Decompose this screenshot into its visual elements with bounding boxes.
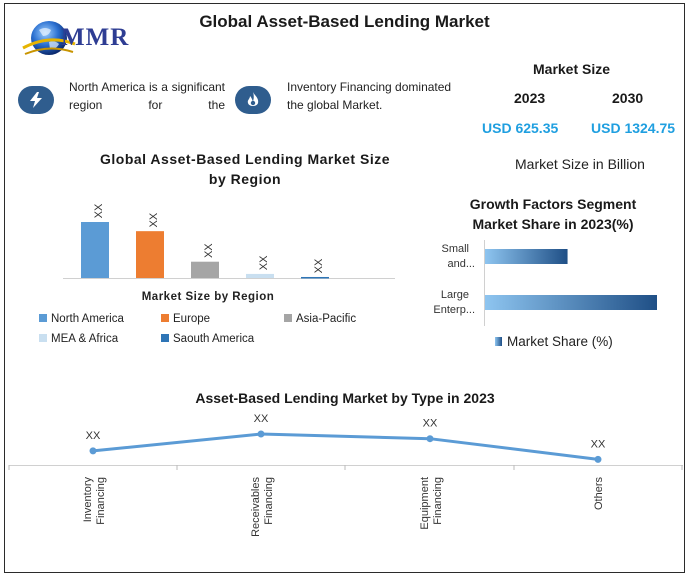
market-size-value-end: USD 1324.75 <box>591 120 676 136</box>
bar <box>485 295 657 310</box>
flame-icon <box>235 86 271 114</box>
type-chart-title: Asset-Based Lending Market by Type in 20… <box>195 390 495 406</box>
bar <box>191 261 219 278</box>
data-label: XX <box>423 418 438 430</box>
x-tick-label: Others <box>593 477 605 511</box>
data-label: XX <box>591 438 606 450</box>
logo-text: MMR <box>61 24 130 51</box>
bar <box>485 249 568 264</box>
market-size-unit: Market Size in Billion <box>515 156 645 172</box>
bar <box>246 273 274 278</box>
x-tick-label: Receivables Financing <box>250 477 275 537</box>
data-label: XX <box>313 258 325 273</box>
data-label: XX <box>93 203 105 218</box>
x-tick-label: Inventory Financing <box>82 477 107 525</box>
svg-text:Financing: Financing <box>263 477 275 525</box>
data-point <box>257 430 265 438</box>
legend-label: Asia-Pacific <box>296 313 356 325</box>
market-size-value-start: USD 625.35 <box>482 120 559 136</box>
category-label: Enterp... <box>433 304 475 316</box>
bar <box>81 222 109 278</box>
segment-chart-title: Growth Factors Segment Market Share in 2… <box>469 196 637 232</box>
legend-label: MEA & Africa <box>51 333 119 345</box>
svg-text:Inventory: Inventory <box>82 477 94 523</box>
data-point <box>426 435 434 443</box>
lightning-icon <box>18 86 54 114</box>
svg-text:Financing: Financing <box>432 477 444 525</box>
bar <box>136 231 164 278</box>
data-label: XX <box>203 243 215 258</box>
legend-swatch <box>161 334 169 342</box>
category-label: Small <box>441 243 469 255</box>
data-label: XX <box>258 255 270 270</box>
globe-icon <box>22 21 76 55</box>
data-label: XX <box>148 212 160 227</box>
data-point <box>594 455 602 463</box>
legend-label: Saouth America <box>173 333 255 345</box>
svg-text:Financing: Financing <box>95 477 107 525</box>
svg-text:Equipment: Equipment <box>419 477 431 530</box>
category-label: and... <box>447 258 475 270</box>
data-label: XX <box>86 430 101 442</box>
x-axis-label: Market Size by Region <box>142 291 275 303</box>
region-chart-title: Global Asset-Based Lending Market Size b… <box>100 151 390 187</box>
page-title: Global Asset-Based Lending Market <box>199 12 490 31</box>
svg-text:Others: Others <box>593 477 605 511</box>
segment-bar-chart: Small and... Large Enterp... Market Share (%… <box>433 240 657 349</box>
data-point <box>89 447 97 455</box>
market-size-title: Market Size <box>533 61 611 77</box>
legend-label: Market Share (%) <box>507 334 613 349</box>
note-region: North America is a significant region fo… <box>69 80 225 112</box>
region-bar-chart: XX XX XX XX XX Market Size by Region North Ame… <box>39 203 395 345</box>
category-label: Large <box>441 289 469 301</box>
legend-label: Europe <box>173 313 210 325</box>
series-line <box>92 432 599 461</box>
note-segment: Inventory Financing dominated the global… <box>287 80 452 112</box>
x-tick-label: Equipment Financing <box>419 477 444 530</box>
legend-swatch <box>39 314 47 322</box>
logo <box>19 14 149 66</box>
legend-swatch <box>39 334 47 342</box>
data-label: XX <box>254 414 269 425</box>
market-size-year-end: 2030 <box>612 90 644 106</box>
infographic-frame: MMR Global Asset-Based Lending Market No… <box>4 3 685 573</box>
legend-label: North America <box>51 313 124 325</box>
bar <box>301 276 329 279</box>
legend-swatch <box>161 314 169 322</box>
legend-swatch <box>284 314 292 322</box>
svg-text:Receivables: Receivables <box>250 477 262 537</box>
legend-swatch <box>495 337 502 346</box>
market-size-year-start: 2023 <box>514 90 546 106</box>
